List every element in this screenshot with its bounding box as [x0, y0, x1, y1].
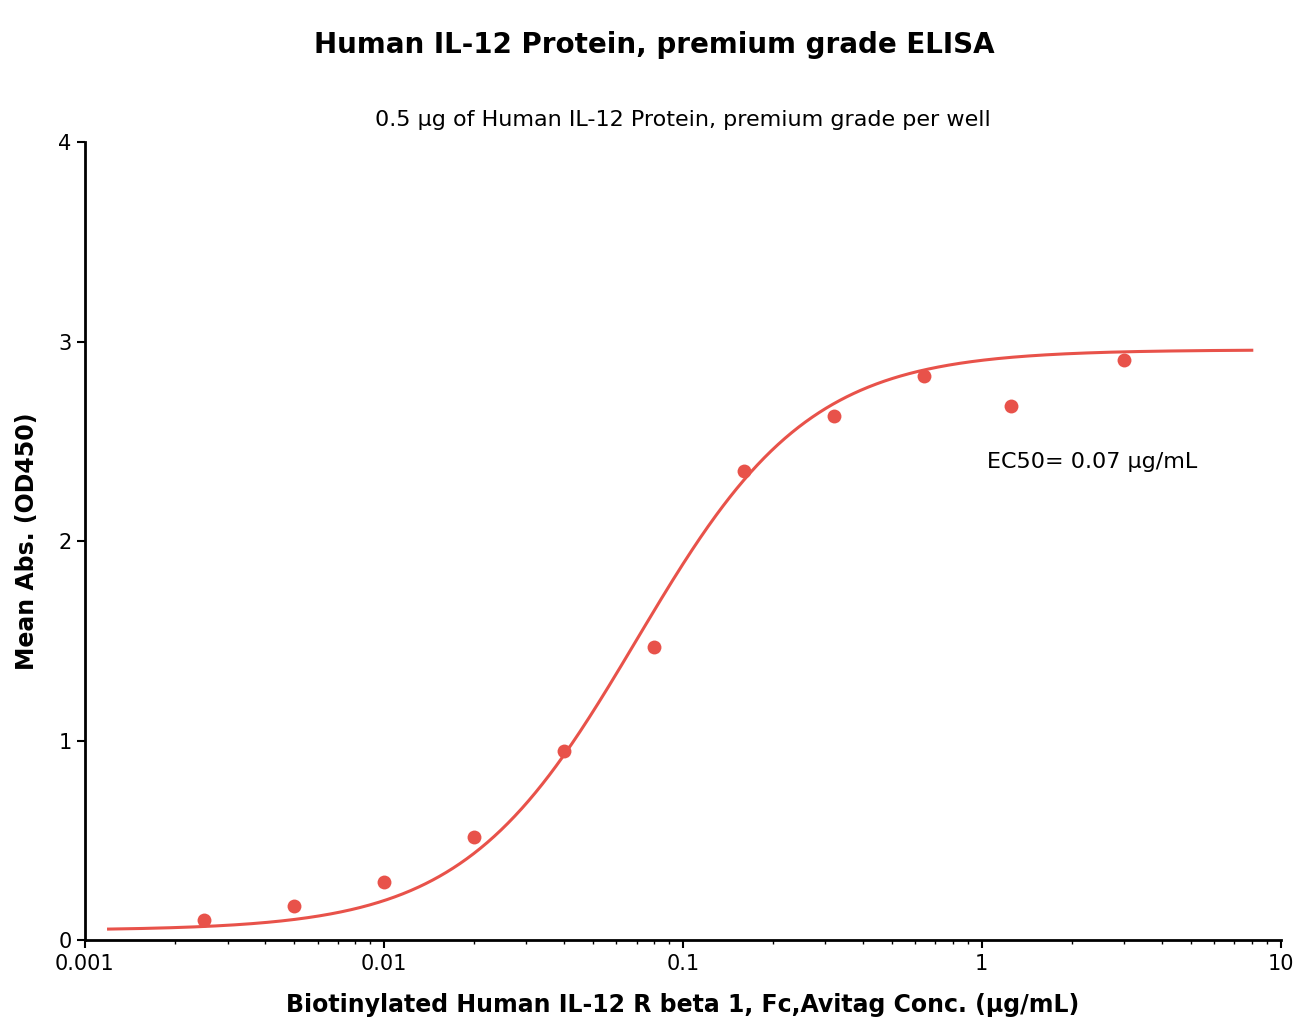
Point	[914, 367, 935, 384]
X-axis label: Biotinylated Human IL-12 R beta 1, Fc,Avitag Conc. (μg/mL): Biotinylated Human IL-12 R beta 1, Fc,Av…	[287, 993, 1080, 1017]
Point	[1114, 352, 1135, 368]
Title: 0.5 μg of Human IL-12 Protein, premium grade per well: 0.5 μg of Human IL-12 Protein, premium g…	[374, 109, 991, 130]
Y-axis label: Mean Abs. (OD450): Mean Abs. (OD450)	[14, 413, 39, 670]
Point	[283, 898, 304, 914]
Point	[463, 829, 484, 845]
Point	[644, 639, 665, 655]
Text: Human IL-12 Protein, premium grade ELISA: Human IL-12 Protein, premium grade ELISA	[314, 31, 995, 59]
Point	[194, 912, 215, 929]
Point	[554, 743, 575, 760]
Point	[373, 874, 394, 891]
Point	[1000, 397, 1021, 414]
Text: EC50= 0.07 μg/mL: EC50= 0.07 μg/mL	[987, 452, 1196, 472]
Point	[733, 463, 754, 480]
Point	[823, 408, 844, 424]
